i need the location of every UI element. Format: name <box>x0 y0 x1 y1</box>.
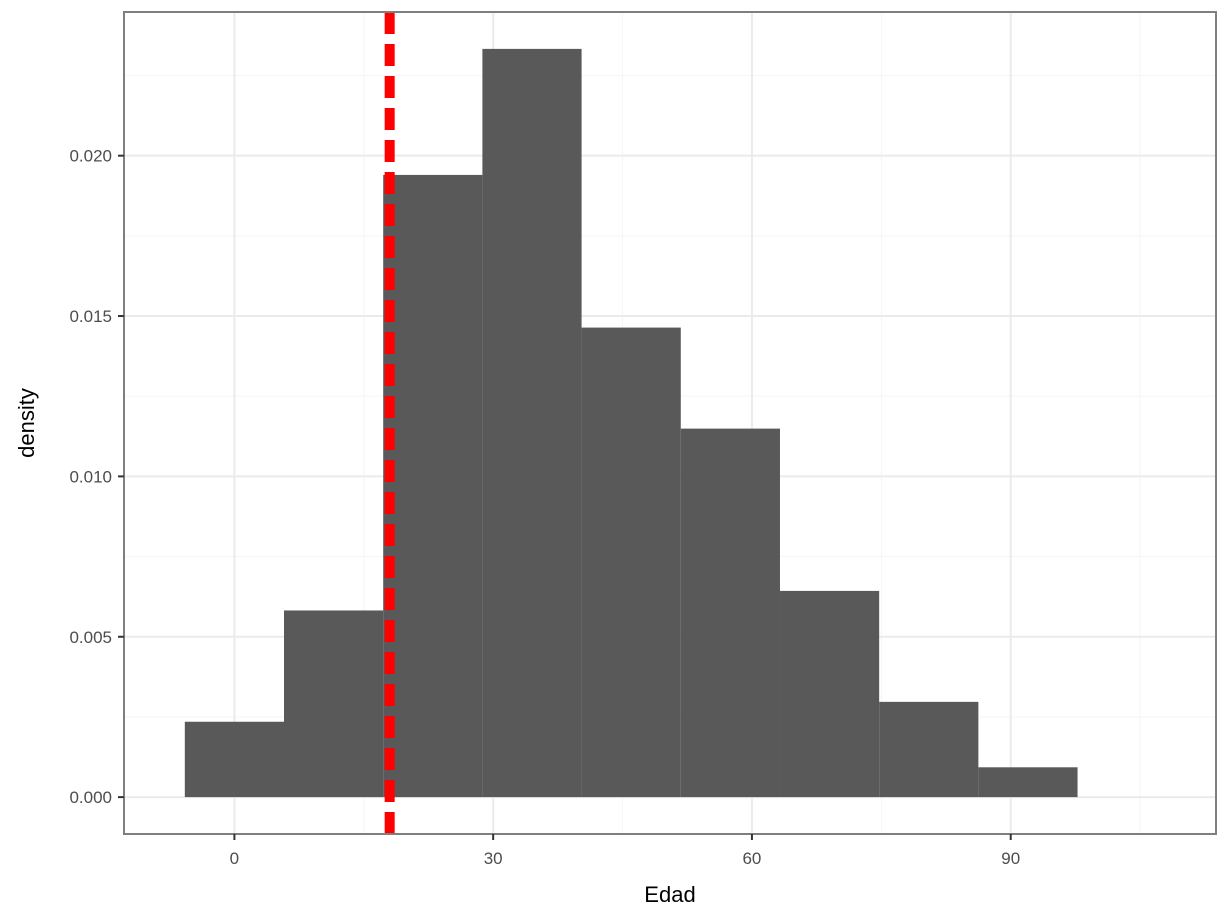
histogram-bar <box>680 428 780 798</box>
histogram-bar <box>978 767 1078 798</box>
histogram-bar <box>879 701 979 798</box>
y-tick-label: 0.015 <box>69 307 112 326</box>
histogram-bar <box>482 48 582 798</box>
y-tick-label: 0.000 <box>69 788 112 807</box>
y-axis-title: density <box>14 388 39 458</box>
histogram-bar <box>184 721 285 798</box>
x-tick-label: 0 <box>230 849 239 868</box>
y-tick-label: 0.005 <box>69 628 112 647</box>
y-tick-label: 0.020 <box>69 147 112 166</box>
y-tick-label: 0.010 <box>69 467 112 486</box>
histogram-bar <box>383 174 483 798</box>
x-tick-label: 60 <box>742 849 761 868</box>
histogram-bar <box>581 327 681 798</box>
panel-border <box>123 11 1217 835</box>
histogram-bar <box>779 590 880 798</box>
histogram-bars <box>184 48 1078 798</box>
x-tick-label: 30 <box>484 849 503 868</box>
x-axis-title: Edad <box>644 882 695 907</box>
x-axis-ticks: 0 30 60 90 <box>230 834 1020 868</box>
x-tick-label: 90 <box>1001 849 1020 868</box>
y-axis-ticks: 0.000 0.005 0.010 0.015 0.020 <box>69 147 124 807</box>
histogram-bar <box>284 610 384 798</box>
